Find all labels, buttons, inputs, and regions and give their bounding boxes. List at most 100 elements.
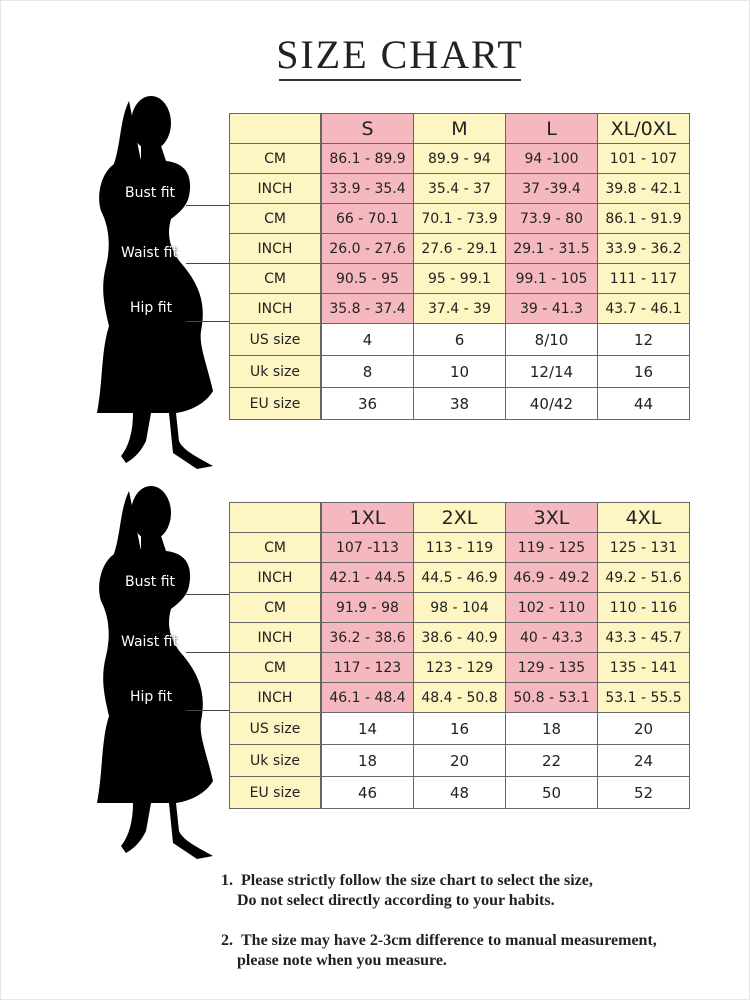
table-cell: 18	[321, 744, 414, 777]
table-cell: 18	[505, 712, 598, 745]
table-cell: 73.9 - 80	[505, 203, 598, 234]
header-cell	[229, 502, 321, 533]
row-label: EU size	[229, 776, 321, 809]
table-cell: 12	[597, 323, 690, 356]
table-cell: 38.6 - 40.9	[413, 622, 506, 653]
note-continuation: please note when you measure.	[221, 951, 657, 971]
table-cell: 50	[505, 776, 598, 809]
table-cell: 42.1 - 44.5	[321, 562, 414, 593]
table-cell: 37 -39.4	[505, 173, 598, 204]
table-cell: 102 - 110	[505, 592, 598, 623]
table-cell: 98 - 104	[413, 592, 506, 623]
column-header: S	[321, 113, 414, 144]
column-header: 3XL	[505, 502, 598, 533]
table-cell: 43.7 - 46.1	[597, 293, 690, 324]
table-cell: 89.9 - 94	[413, 143, 506, 174]
table-cell: 123 - 129	[413, 652, 506, 683]
row-label: INCH	[229, 233, 321, 264]
table-cell: 66 - 70.1	[321, 203, 414, 234]
table-cell: 110 - 116	[597, 592, 690, 623]
row-label: INCH	[229, 682, 321, 713]
table-cell: 40/42	[505, 387, 598, 420]
table-cell: 107 -113	[321, 532, 414, 563]
measure-line	[186, 594, 229, 595]
table-cell: 38	[413, 387, 506, 420]
table-cell: 119 - 125	[505, 532, 598, 563]
measure-label: Bust fit	[125, 185, 176, 201]
table-cell: 12/14	[505, 355, 598, 388]
title-underline	[279, 79, 521, 81]
table-cell: 111 - 117	[597, 263, 690, 294]
note: 1. Please strictly follow the size chart…	[221, 871, 593, 911]
row-label: CM	[229, 203, 321, 234]
note-head: 1. Please strictly follow the size chart…	[221, 871, 593, 891]
note-line: Do not select directly according to your…	[237, 892, 555, 909]
measure-label: Waist fit	[121, 634, 178, 650]
column-header: L	[505, 113, 598, 144]
table-cell: 8/10	[505, 323, 598, 356]
measure-line	[186, 263, 229, 264]
note-line: please note when you measure.	[237, 952, 447, 969]
row-label: INCH	[229, 562, 321, 593]
note-head: 2. The size may have 2-3cm difference to…	[221, 931, 657, 951]
table-cell: 4	[321, 323, 414, 356]
row-label: Uk size	[229, 744, 321, 777]
measure-line	[186, 652, 229, 653]
table-cell: 135 - 141	[597, 652, 690, 683]
note-line: The size may have 2-3cm difference to ma…	[241, 932, 657, 949]
note-continuation: Do not select directly according to your…	[221, 891, 593, 911]
table-cell: 50.8 - 53.1	[505, 682, 598, 713]
table-cell: 99.1 - 105	[505, 263, 598, 294]
table-cell: 29.1 - 31.5	[505, 233, 598, 264]
table-cell: 117 - 123	[321, 652, 414, 683]
table-cell: 86.1 - 91.9	[597, 203, 690, 234]
table-cell: 86.1 - 89.9	[321, 143, 414, 174]
table-cell: 46.1 - 48.4	[321, 682, 414, 713]
row-label: US size	[229, 712, 321, 745]
table-cell: 39.8 - 42.1	[597, 173, 690, 204]
row-label: CM	[229, 143, 321, 174]
table-cell: 36.2 - 38.6	[321, 622, 414, 653]
table-cell: 6	[413, 323, 506, 356]
title: SIZE CHART	[276, 32, 524, 77]
table-cell: 10	[413, 355, 506, 388]
measure-line	[186, 321, 229, 322]
column-header: 4XL	[597, 502, 690, 533]
column-header: XL/0XL	[597, 113, 690, 144]
table-cell: 24	[597, 744, 690, 777]
row-label: CM	[229, 652, 321, 683]
measure-label: Hip fit	[130, 300, 173, 316]
row-label: US size	[229, 323, 321, 356]
measure-label: Bust fit	[125, 574, 176, 590]
table-cell: 22	[505, 744, 598, 777]
table-cell: 94 -100	[505, 143, 598, 174]
table-cell: 44.5 - 46.9	[413, 562, 506, 593]
row-label: INCH	[229, 173, 321, 204]
table-cell: 48	[413, 776, 506, 809]
table-cell: 37.4 - 39	[413, 293, 506, 324]
table-cell: 16	[413, 712, 506, 745]
table-cell: 36	[321, 387, 414, 420]
table-cell: 125 - 131	[597, 532, 690, 563]
column-header: M	[413, 113, 506, 144]
note-number: 1.	[221, 872, 233, 889]
table-cell: 91.9 - 98	[321, 592, 414, 623]
table-cell: 14	[321, 712, 414, 745]
table-cell: 129 - 135	[505, 652, 598, 683]
column-header: 2XL	[413, 502, 506, 533]
table-cell: 90.5 - 95	[321, 263, 414, 294]
table-cell: 26.0 - 27.6	[321, 233, 414, 264]
silhouette	[97, 486, 213, 859]
row-label: INCH	[229, 622, 321, 653]
table-cell: 35.4 - 37	[413, 173, 506, 204]
table-cell: 16	[597, 355, 690, 388]
table-cell: 20	[413, 744, 506, 777]
row-label: Uk size	[229, 355, 321, 388]
column-header: 1XL	[321, 502, 414, 533]
table-cell: 43.3 - 45.7	[597, 622, 690, 653]
measure-line	[186, 205, 229, 206]
table-cell: 35.8 - 37.4	[321, 293, 414, 324]
table-cell: 70.1 - 73.9	[413, 203, 506, 234]
table-cell: 40 - 43.3	[505, 622, 598, 653]
